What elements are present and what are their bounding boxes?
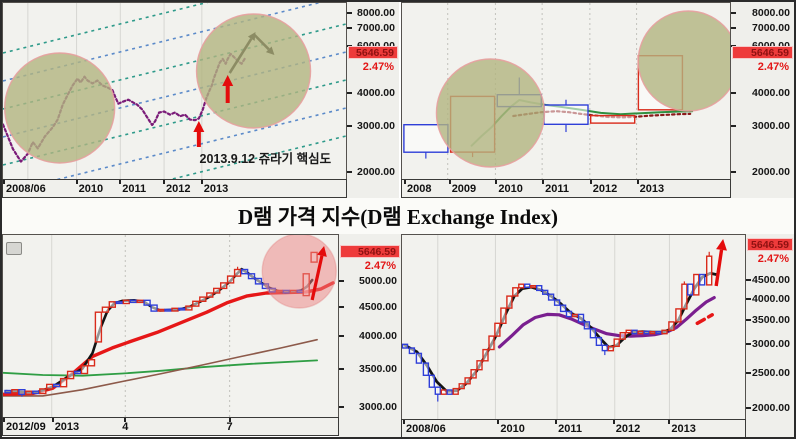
y-tick-label: 2000.00 [746,402,794,414]
top-right-plot-area [401,2,731,180]
top-left-x-axis: 2008/06 2010 2011 2012 2013 [2,179,347,198]
current-price-badge: 5646.59 [732,45,793,59]
change-percent-label: 2.47% [757,60,789,73]
y-tick-label: 3000.00 [746,338,794,350]
y-tick-label: 2000.00 [731,166,794,178]
x-tick-mark [589,180,592,184]
bl-chart-canvas [3,235,337,417]
top-left-y-axis: 8000.007000.006000.004000.003000.002000.… [347,2,399,198]
y-tick-label: 3000.00 [347,120,399,132]
current-price-badge: 5646.59 [747,237,793,251]
x-tick-label: 2011 [122,183,147,195]
y-tick-label: 3500.00 [339,363,401,375]
y-tick-label: 3500.00 [746,314,794,326]
x-tick-label: 2011 [558,423,582,435]
x-tick-mark [448,180,451,184]
y-tick-label: 7000.00 [347,22,399,34]
x-tick-mark [636,180,639,184]
x-tick-label: 2013 [639,183,665,195]
x-tick-label: 2009 [451,183,477,195]
bottom-left-x-axis: 2012/09 2013 4 7 [2,417,339,436]
x-tick-label: 2012/09 [6,421,46,433]
y-tick-label: 4000.00 [731,87,794,99]
chart-panel-top-right: 8000.007000.006000.004000.003000.002000.… [401,2,794,198]
x-tick-mark [119,180,122,184]
y-tick-label: 4500.00 [746,274,794,286]
x-tick-mark [542,180,545,184]
y-tick-label: 8000.00 [347,7,399,19]
y-tick-label: 4000.00 [746,293,794,305]
x-tick-label: 2010 [500,423,525,435]
top-right-x-axis: 2008 2009 2010 2011 2012 2013 [401,179,731,198]
x-tick-mark [612,420,615,424]
x-tick-label: 2012 [166,183,191,195]
x-tick-mark [495,180,498,184]
x-tick-mark [403,420,405,424]
x-tick-mark [200,180,203,184]
x-tick-label: 4 [122,421,129,433]
chart-annotation-text: 2013.9.12 쥬라기 핵심도 [200,151,332,166]
bottom-right-plot-area [401,234,746,420]
x-tick-label: 2008/06 [406,423,446,435]
x-tick-label: 2008 [407,183,432,195]
y-tick-label: 5000.00 [339,275,401,287]
x-tick-label: 7 [226,421,233,433]
y-tick-label: 4000.00 [347,87,399,99]
x-tick-mark [163,180,165,184]
x-tick-mark [404,180,406,184]
tl-chart-canvas: 2013.9.12 쥬라기 핵심도 [3,3,346,179]
y-tick-label: 2500.00 [746,367,794,379]
window-corner-widget[interactable] [6,242,22,255]
current-price-badge: 5646.59 [340,244,400,258]
y-tick-label: 3000.00 [339,401,401,413]
x-tick-mark [3,418,5,422]
page-title: D램 가격 지수(D램 Exchange Index) [2,198,794,234]
x-tick-label: 2008/06 [6,183,46,195]
y-tick-label: 8000.00 [731,7,794,19]
change-percent-label: 2.47% [757,252,789,265]
bottom-left-y-axis: 5000.00 4500.00 4000.00 3500.00 3000.00 5646.… [339,234,401,437]
y-tick-label: 4000.00 [339,330,401,342]
x-tick-label: 2010 [78,183,104,195]
y-tick-label: 2000.00 [347,166,399,178]
x-tick-mark [555,420,558,424]
br-chart-canvas [402,235,727,419]
y-tick-label: 3000.00 [731,120,794,132]
chart-panel-bottom-right: 4500.00 4000.00 3500.00 3000.00 2500.00 2000.… [401,234,794,437]
x-tick-label: 2013 [203,183,229,195]
chart-panel-bottom-left: 5000.00 4500.00 4000.00 3500.00 3000.00 5646.… [2,234,401,437]
chart-panel-top-left: 2013.9.12 쥬라기 핵심도 8000.007000.006000.004… [2,2,399,198]
x-tick-label: 2013 [671,423,696,435]
x-tick-mark [75,180,78,184]
bottom-right-x-axis: 2008/06 2010 2011 2012 2013 [401,419,746,437]
x-tick-mark [3,180,5,184]
x-tick-mark [51,418,54,422]
bottom-left-plot-area [2,234,339,418]
x-tick-mark [228,418,231,422]
top-left-plot-area: 2013.9.12 쥬라기 핵심도 [2,2,347,180]
change-percent-label: 2.47% [364,259,396,272]
x-tick-label: 2013 [54,421,80,433]
x-tick-label: 2012 [615,423,641,435]
x-tick-label: 2012 [592,183,618,195]
top-right-y-axis: 8000.007000.006000.004000.003000.002000.… [731,2,794,198]
x-tick-mark [124,418,127,422]
current-price-badge: 5646.59 [348,45,398,59]
y-tick-label: 4500.00 [339,301,401,313]
x-tick-mark [497,420,500,424]
change-percent-label: 2.47% [362,60,394,73]
tr-chart-canvas [403,3,730,179]
x-tick-label: 2011 [545,183,569,195]
x-tick-mark [668,420,671,424]
bottom-right-y-axis: 4500.00 4000.00 3500.00 3000.00 2500.00 2000.… [746,234,794,437]
x-tick-label: 2010 [498,183,523,195]
y-tick-label: 7000.00 [731,22,794,34]
